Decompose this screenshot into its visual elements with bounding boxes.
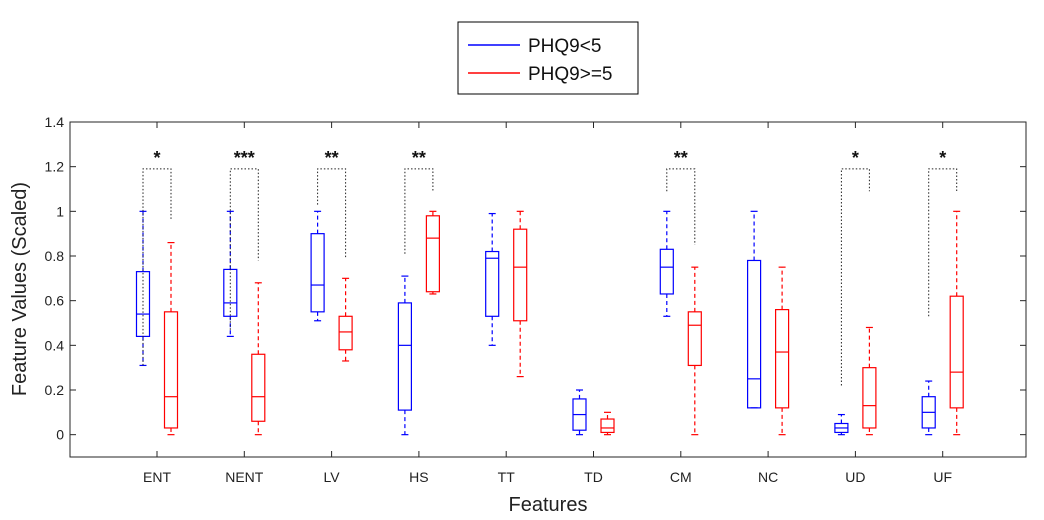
box-phq9-5-lv-iqr — [310, 233, 325, 313]
legend: PHQ9<5 PHQ9>=5 — [457, 21, 639, 95]
significance-ud-bracket — [840, 168, 870, 386]
x-tick-label: UF — [933, 469, 952, 485]
significance-uf-bracket — [928, 168, 958, 317]
y-tick-label: 1 — [56, 203, 64, 219]
plot-area: 0 0.2 0.4 0.6 0.8 1 1.2 1.4 ENT NENT LV HS TT TD CM NC U… — [45, 114, 1027, 485]
x-tick-label: HS — [409, 469, 428, 485]
y-tick-label: 0 — [56, 427, 64, 443]
y-axis-title: Feature Values (Scaled) — [9, 182, 31, 396]
significance-cm-bracket — [666, 168, 696, 245]
significance-hs-label: ** — [412, 148, 426, 168]
box-phq9-5-hs-iqr — [397, 302, 412, 411]
y-tick-label: 0.4 — [45, 337, 65, 353]
x-tick-label: ENT — [143, 469, 171, 485]
x-tick-label: LV — [324, 469, 341, 485]
legend-box — [457, 21, 639, 95]
significance-nent-bracket — [229, 168, 259, 330]
box-phq9-5-uf-iqr — [949, 295, 964, 409]
x-tick-label: NC — [758, 469, 778, 485]
box-phq9-5-nc-iqr — [774, 309, 790, 409]
significance-nent-label: *** — [234, 148, 255, 168]
significance-ent-bracket — [142, 168, 172, 366]
significance-lv-bracket — [317, 168, 347, 259]
y-tick-label: 0.6 — [45, 293, 65, 309]
box-phq9-5-tt-iqr — [485, 250, 500, 317]
significance-cm-label: ** — [674, 148, 688, 168]
x-tick-label: NENT — [225, 469, 264, 485]
x-tick-label: TD — [584, 469, 603, 485]
box-phq9-5-lv-iqr — [338, 315, 353, 351]
x-tick-label: UD — [845, 469, 865, 485]
y-tick-label: 0.2 — [45, 382, 65, 398]
y-tick-label: 1.4 — [45, 114, 65, 130]
box-phq9-5-nc-iqr — [746, 259, 762, 409]
y-tick-label: 1.2 — [45, 159, 65, 175]
x-tick-label: TT — [498, 469, 516, 485]
box-phq9-5-td-iqr — [600, 418, 615, 434]
box-phq9-5-cm-iqr — [659, 248, 674, 295]
axes-frame — [69, 121, 1027, 458]
box-phq9-5-tt-iqr — [513, 228, 528, 322]
box-phq9-5-hs-iqr — [425, 215, 440, 293]
box-phq9-5-ent-iqr — [163, 311, 179, 429]
legend-label-phq9-ge-5: PHQ9>=5 — [528, 64, 613, 85]
significance-ud-label: * — [852, 148, 859, 168]
significance-lv-label: ** — [325, 148, 339, 168]
box-phq9-5-ud-iqr — [862, 367, 877, 429]
box-phq9-5-nent-iqr — [251, 353, 266, 422]
significance-hs-bracket — [404, 168, 434, 254]
y-tick-label: 0.8 — [45, 248, 65, 264]
significance-ent-label: * — [153, 148, 160, 168]
significance-uf-label: * — [939, 148, 946, 168]
x-tick-label: CM — [670, 469, 692, 485]
legend-label-phq9-lt-5: PHQ9<5 — [528, 36, 601, 57]
box-phq9-5-cm-iqr — [687, 311, 702, 367]
x-axis-title: Features — [509, 494, 588, 516]
